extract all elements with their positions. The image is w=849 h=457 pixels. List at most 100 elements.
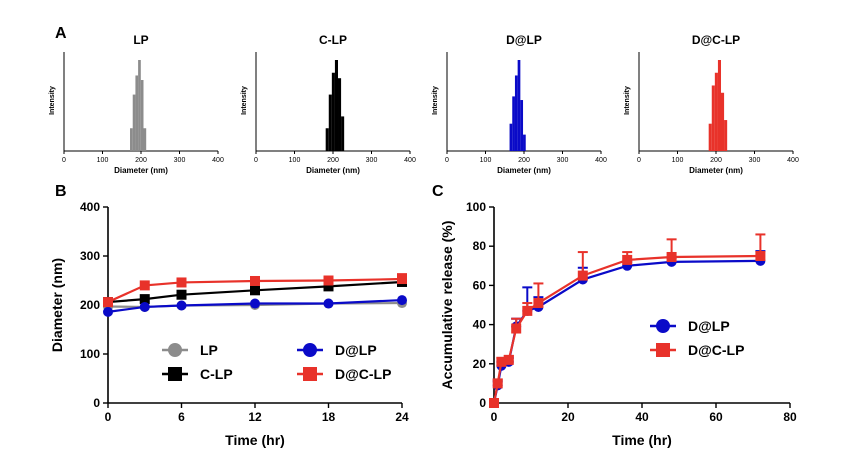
x-tick-label: 300 (366, 157, 378, 164)
histogram-bar (517, 60, 521, 151)
data-point (666, 251, 677, 262)
histogram-bar (328, 94, 332, 151)
legend-item: D@C-LP (650, 342, 744, 358)
legend-marker (303, 367, 317, 381)
x-tick-label: 300 (749, 157, 761, 164)
histogram-bar (520, 100, 524, 151)
chart-hist-lp: LP 0 100 200 300 400 Diameter (nm) Intensity (49, 33, 224, 175)
legend-label: D@LP (688, 318, 730, 334)
histogram-bar (711, 85, 715, 151)
legend-label: D@LP (335, 342, 377, 358)
x-axis-label: Diameter (nm) (306, 166, 360, 175)
y-tick-label: 200 (80, 298, 100, 312)
x-tick-label: 100 (289, 157, 301, 164)
legend-label: D@C-LP (335, 366, 391, 382)
x-tick-label: 0 (637, 157, 641, 164)
x-tick-label: 100 (480, 157, 492, 164)
x-tick-label: 80 (783, 410, 797, 424)
histogram-bar (130, 128, 133, 151)
data-point (139, 294, 150, 305)
histogram-bar (512, 96, 515, 151)
x-tick-label: 400 (212, 157, 224, 164)
x-axis-label: Diameter (nm) (497, 166, 551, 175)
data-point (577, 270, 588, 281)
data-point (503, 354, 514, 365)
x-tick-label: 400 (595, 157, 607, 164)
x-tick-label: 0 (491, 410, 498, 424)
histogram-bar (514, 75, 518, 151)
hist-title: D@LP (506, 33, 542, 47)
data-point (250, 275, 260, 286)
x-tick-label: 100 (97, 157, 109, 164)
data-point (397, 274, 407, 285)
legend-item: D@LP (297, 342, 377, 358)
hist-title: C-LP (319, 33, 347, 47)
legend-marker (168, 367, 182, 381)
x-tick-label: 0 (62, 157, 66, 164)
x-axis-label: Diameter (nm) (114, 166, 168, 175)
y-axis-label: Intensity (624, 86, 631, 115)
hist-title: D@C-LP (692, 33, 740, 47)
hist-title: LP (133, 33, 148, 47)
panel-label-a: A (55, 25, 67, 42)
histogram-bar (135, 75, 139, 151)
chart-hist-dclp: D@C-LP 0 100 200 300 400 Diameter (nm) Intensit… (624, 33, 799, 175)
y-axis-label: Accumulative release (%) (439, 221, 455, 390)
series-line (107, 280, 403, 304)
x-tick-label: 300 (557, 157, 569, 164)
x-tick-label: 40 (635, 410, 649, 424)
y-tick-label: 300 (80, 249, 100, 263)
legend-marker (656, 319, 670, 333)
data-point (511, 323, 522, 334)
data-point (622, 254, 633, 265)
data-point (492, 378, 503, 389)
data-point (496, 356, 507, 367)
data-point (323, 298, 334, 309)
series-line (107, 277, 403, 304)
data-point (103, 306, 113, 317)
histogram-bar (138, 60, 141, 151)
y-tick-label: 400 (80, 200, 100, 214)
legend-item: D@LP (650, 318, 730, 334)
y-axis-label: Diameter (nm) (49, 258, 65, 352)
histogram-bar (724, 120, 728, 151)
histogram-bar (714, 72, 718, 151)
x-tick-label: 0 (445, 157, 449, 164)
legend-label: LP (200, 342, 218, 358)
data-point (176, 277, 187, 288)
histogram-bar (143, 128, 147, 151)
x-tick-label: 300 (174, 157, 186, 164)
histogram-bar (325, 128, 329, 151)
histogram-bar (717, 60, 722, 151)
data-point (139, 280, 150, 291)
y-tick-label: 0 (479, 396, 486, 410)
histogram-bar (721, 92, 725, 151)
legend-marker (303, 343, 317, 357)
histogram-bar (338, 78, 342, 151)
x-tick-label: 0 (254, 157, 258, 164)
x-axis-label: Diameter (nm) (689, 166, 743, 175)
legend-marker (168, 343, 182, 357)
data-point (323, 281, 334, 292)
y-tick-label: 80 (473, 239, 487, 253)
x-tick-label: 400 (404, 157, 416, 164)
series-d-lp (103, 295, 407, 317)
legend-label: D@C-LP (688, 342, 744, 358)
chart-release-vs-time: 0 20 40 60 80 100 0 20 40 60 80 Time (hr) Accumulati… (439, 200, 797, 448)
series-line (107, 299, 403, 313)
y-axis-label: Intensity (241, 86, 248, 115)
data-point (139, 301, 150, 312)
x-tick-label: 400 (787, 157, 799, 164)
chart-hist-clp: C-LP 0 100 200 300 400 Diameter (nm) Intensity (241, 33, 416, 175)
y-tick-label: 40 (473, 318, 487, 332)
data-point (250, 298, 260, 309)
x-tick-label: 200 (135, 157, 147, 164)
legend-marker (656, 343, 670, 357)
y-tick-label: 60 (473, 278, 487, 292)
data-point (103, 297, 113, 308)
panel-label-c: C (432, 183, 444, 200)
panel-label-b: B (55, 183, 67, 200)
data-point (323, 275, 334, 286)
x-axis-label: Time (hr) (225, 432, 285, 448)
